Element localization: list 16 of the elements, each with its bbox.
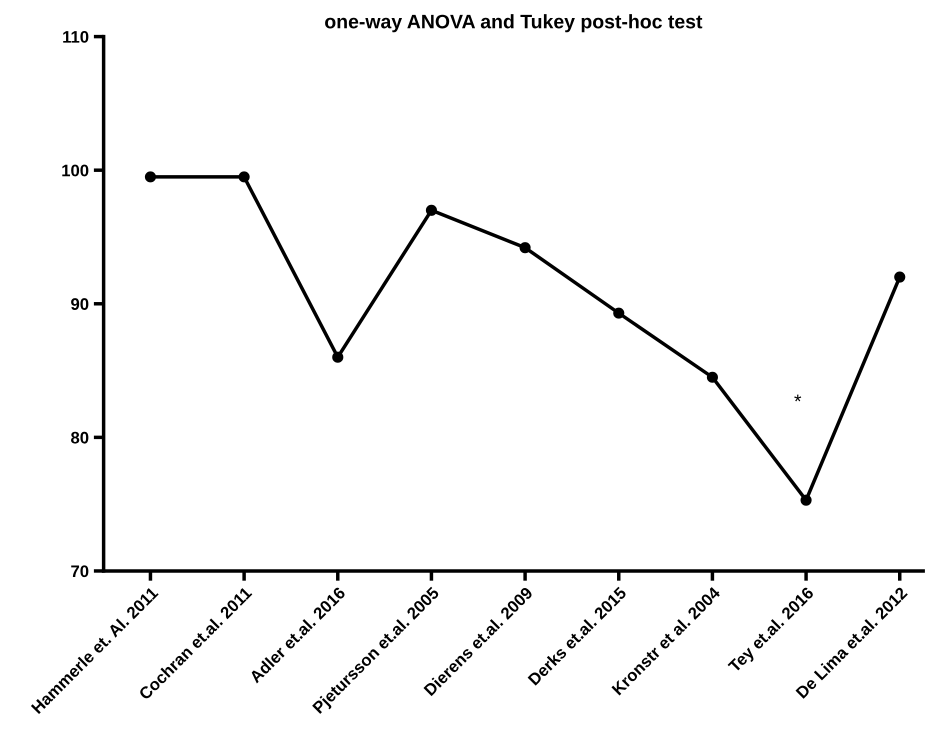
y-tick-label: 80 — [71, 432, 88, 444]
point — [613, 308, 624, 319]
point — [800, 494, 812, 506]
y-tick-label: 110 — [63, 31, 88, 43]
point — [426, 204, 437, 216]
chart-title: one-way ANOVA and Tukey post-hoc test — [325, 14, 702, 32]
point — [332, 352, 344, 363]
y-tick-label: 100 — [62, 164, 88, 176]
point — [706, 372, 718, 383]
annotation: * — [794, 394, 802, 402]
point — [520, 242, 531, 254]
y-tick-label: 70 — [71, 565, 88, 578]
y-tick-label: 90 — [71, 298, 88, 310]
point — [894, 272, 906, 283]
point — [144, 171, 156, 182]
point — [238, 171, 250, 182]
